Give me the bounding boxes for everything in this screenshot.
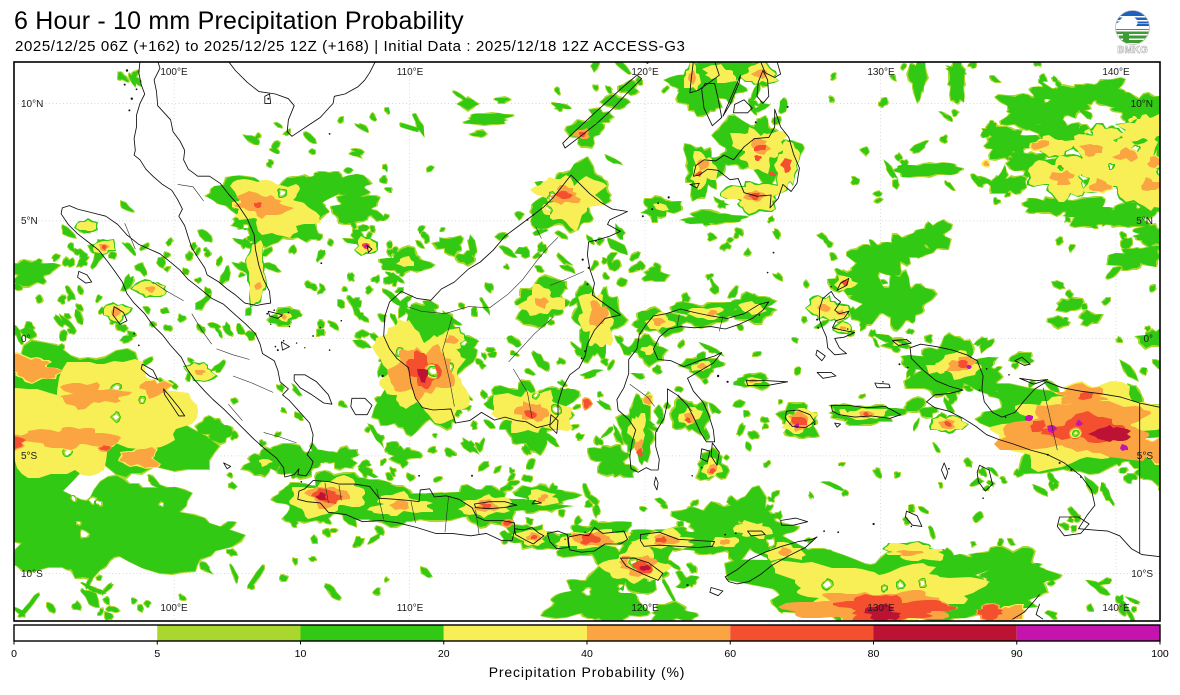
svg-text:120°E: 120°E [631,67,659,78]
svg-text:140°E: 140°E [1102,67,1130,78]
svg-text:120°E: 120°E [631,603,659,614]
svg-text:110°E: 110°E [397,67,424,78]
svg-text:5: 5 [154,648,160,660]
svg-text:0°: 0° [21,334,31,345]
svg-text:90: 90 [1011,648,1023,660]
svg-text:10°N: 10°N [21,99,43,110]
svg-text:BMKG: BMKG [1117,45,1148,56]
svg-text:110°E: 110°E [397,603,424,614]
svg-text:60: 60 [724,648,736,660]
svg-text:0: 0 [11,648,17,660]
svg-text:Precipitation Probability (%): Precipitation Probability (%) [489,664,686,680]
svg-text:100°E: 100°E [160,67,188,78]
svg-text:2025/12/25 06Z (+162) to 2025/: 2025/12/25 06Z (+162) to 2025/12/25 12Z … [15,38,685,55]
svg-text:10°N: 10°N [1131,99,1153,110]
svg-text:10: 10 [295,648,307,660]
svg-text:100: 100 [1151,648,1169,660]
svg-text:100°E: 100°E [160,603,188,614]
svg-text:140°E: 140°E [1102,603,1130,614]
svg-text:80: 80 [868,648,880,660]
svg-text:40: 40 [581,648,593,660]
svg-text:10°S: 10°S [21,569,43,580]
svg-text:5°S: 5°S [21,451,38,462]
svg-text:130°E: 130°E [867,603,895,614]
svg-text:5°N: 5°N [1136,216,1153,227]
svg-text:10°S: 10°S [1131,569,1153,580]
svg-text:5°S: 5°S [1137,451,1154,462]
svg-text:5°N: 5°N [21,216,38,227]
svg-text:20: 20 [438,648,450,660]
svg-text:6 Hour - 10 mm Precipitation P: 6 Hour - 10 mm Precipitation Probability [14,7,464,35]
svg-text:0°: 0° [1143,334,1153,345]
svg-text:130°E: 130°E [867,67,895,78]
